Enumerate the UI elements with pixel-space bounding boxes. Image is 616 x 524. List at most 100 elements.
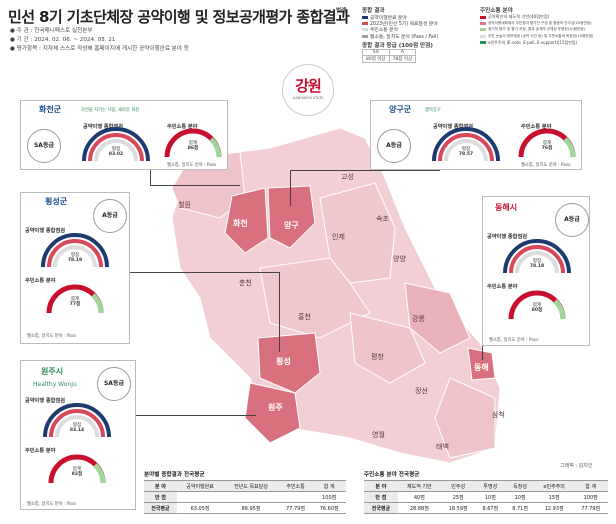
gauge-resident [164, 128, 222, 158]
grade-badge: A등급 [377, 129, 411, 163]
legend-item: 공약이행계획에서 주민참여 평가단 구성 및 활동의 민주성(25점만점) [480, 20, 612, 26]
gauge-label: 평점 83.14 [69, 423, 85, 434]
web-pass: 웹소통, 일치도 분야 : Pass [27, 334, 77, 339]
map-region-pyeongchang [349, 312, 426, 384]
web-pass: 웹소통, 일치도 분야 : Pass [167, 163, 217, 168]
gauge-label: 합계 86점 [187, 141, 199, 152]
region-label: 속초 [376, 215, 389, 223]
map-region-hongcheon [259, 257, 371, 339]
region-label: 양양 [393, 255, 406, 263]
panel-slogan: 행복양구 [425, 108, 441, 113]
gauge-commitment [43, 403, 111, 438]
panel-logo: 횡성군 [45, 197, 68, 206]
gauge-label: 합계 76점 [541, 141, 553, 152]
table1-title: 분야별 종합결과 전국평균 [144, 472, 205, 478]
region-label: 삼척 [492, 411, 505, 419]
legend-item: 웹소통, 일치도 분야 (Pass / Fail) [362, 33, 474, 40]
map-region-samcheok [434, 377, 496, 459]
gauge-commitment [41, 233, 109, 268]
panel-logo: 동해시 [495, 203, 518, 212]
grade-badge: A등급 [555, 203, 589, 237]
gauge-commitment [82, 127, 150, 162]
section-title: 공약이행 종합점검 [25, 228, 65, 234]
section-title: 공약이행 종합점검 [487, 234, 527, 240]
grade-badge: A등급 [93, 199, 127, 233]
table-row: 만 점 40점 25점 10점 10점 15점 100점 [364, 491, 608, 503]
legend-grade-title: 종합 결과 등급 (100점 만점) [362, 42, 433, 49]
legend-resident-title: 주민소통 분야 [480, 8, 513, 14]
gauge-resident [508, 290, 566, 320]
region-label: 고성 [341, 173, 354, 181]
panel-yanggu: 양구군 행복양구 A등급 공약이행 종합점검 주민소통 분야 평점 78.57 합… [370, 100, 582, 170]
connector-line [150, 170, 240, 186]
legend-item: 주민소통 분야 [362, 27, 474, 33]
table-row: 분 야 공약이행완료 전년도 목표달성 주민소통 합 계 [144, 480, 346, 492]
gangwon-emblem: 강원 GANGWON STATE [282, 64, 334, 116]
panel-hwacheon: 화천군 자연을 지키는 사람, 새로운 화천 SA등급 공약이행 종합점검 주민… [20, 100, 228, 170]
region-label: 화천 [233, 219, 248, 228]
legend-item: 2023년(민선 5기) 목표달성 분야 [362, 20, 474, 27]
map-region-yanggu [267, 185, 316, 249]
gauge-resident [518, 128, 576, 158]
gauge-label: 평점 78.57 [458, 147, 474, 158]
panel-slogan: 자연을 지키는 사람, 새로운 화천 [81, 108, 140, 113]
emblem-text: 강원 [295, 77, 322, 95]
legend-label: 범례 [336, 8, 347, 14]
region-label: 정선 [415, 387, 428, 395]
region-label: 철원 [178, 201, 191, 209]
section-title: 주민소통 분야 [25, 278, 56, 284]
page-title: 민선 8기 기초단체장 공약이행 및 정보공개평가 종합결과 [8, 8, 350, 26]
table1: 분 야 공약이행완료 전년도 목표달성 주민소통 합 계 만 점 100점 전국평균 63.… [144, 480, 346, 514]
grade-badge: SA등급 [27, 129, 61, 163]
map-region-wonju [244, 382, 301, 444]
region-label: 원주 [268, 403, 283, 412]
web-pass: 웹소통, 일치도 분야 : Pass [27, 502, 77, 507]
web-pass: 웹소통, 일치도 분야 : Pass [521, 163, 571, 168]
gauge-label: 평점 83.02 [108, 147, 124, 158]
meta-criteria: ● 평가항목 : 지자체 스스로 작성해 홈페이지에 게시한 공약이행완료 분야… [10, 46, 189, 52]
map-region-hoengseong [257, 332, 321, 394]
table2-title: 주민소통 분야 전국평균 [364, 472, 420, 478]
section-title: 주민소통 분야 [487, 284, 518, 290]
region-label: 홍천 [298, 313, 311, 321]
region-label: 횡성 [276, 357, 291, 366]
legend-result-title: 종합 결과 [362, 8, 385, 14]
meta-period: ● 기 간 : 2024. 02. 06. ~ 2024. 03. 21 [10, 37, 116, 43]
table-row: 전국평균 63.05점 86.95점 77.79점 76.60점 [144, 502, 346, 514]
map-region-hwacheon [224, 187, 269, 254]
legend-item: 공약이행완료 분야 [362, 14, 474, 21]
gauge-label: 평점 78.18 [529, 259, 545, 270]
panel-logo: 양구군 [389, 105, 412, 114]
region-label: 영월 [372, 431, 385, 439]
legend-grade-table: SA A 80점 이상 78점 이상 [362, 48, 417, 63]
connector-line [290, 170, 291, 206]
gauge-label: 평점 78.19 [67, 253, 83, 264]
region-label: 인제 [332, 233, 345, 241]
gauge-resident [46, 284, 104, 314]
gauge-label: 합계 80점 [531, 303, 543, 314]
panel-logo: 원주시 [41, 367, 64, 376]
section-title: 주민소통 분야 [25, 448, 56, 454]
panel-donghae: 동해시 A등급 공약이행 종합점검 평점 78.18 주민소통 분야 합계 80점 … [482, 196, 590, 346]
region-label: 양구 [284, 221, 299, 230]
legend: 범례 종합 결과 공약이행완료 분야 2023년(민선 5기) 목표달성 분야 … [336, 4, 612, 68]
grade-badge: SA등급 [97, 367, 131, 401]
gauge-label: 합계 77점 [69, 297, 81, 308]
table2: 분 야 제도적 기반 민주성 투명성 독창성 e민주주의 합 계 만 점 40점 25점 10점 1… [364, 480, 608, 514]
emblem-sub: GANGWON STATE [292, 96, 324, 100]
legend-item: 공약확인의 제도적 기반(40점만점) [480, 14, 612, 20]
table-row: 전국평균 28.88점 18.59점 8.67점 8.71점 12.93점 77.79점 [364, 502, 608, 514]
panel-wonju: 원주시 Healthy Wonju SA등급 공약이행 종합점검 평점 83.14… [20, 360, 136, 510]
gangwon-map [171, 127, 501, 464]
gauge-commitment [503, 239, 571, 274]
legend-item: 주민 눈높이 정보제공 (공약 사진 등) 및 주민소통의 독창성(10점만점) [480, 33, 612, 39]
panel-logo: 화천군 [39, 105, 62, 114]
connector-line [130, 272, 280, 352]
web-pass: 웹소통, 일치도 분야 : Pass [489, 338, 539, 343]
meta-organizer: ● 주 관 : 한국매니페스토 실천본부 [10, 28, 93, 34]
table-row: 만 점 100점 [144, 491, 346, 503]
map-region-gangneung [404, 282, 471, 354]
gauge-label: 합계 82점 [71, 467, 83, 478]
legend-item: 정기적 평가 및 평가 과정, 결과 공개의 규체성 투명성(10점만점) [480, 27, 612, 33]
section-title: 주민소통 분야 [167, 124, 198, 130]
